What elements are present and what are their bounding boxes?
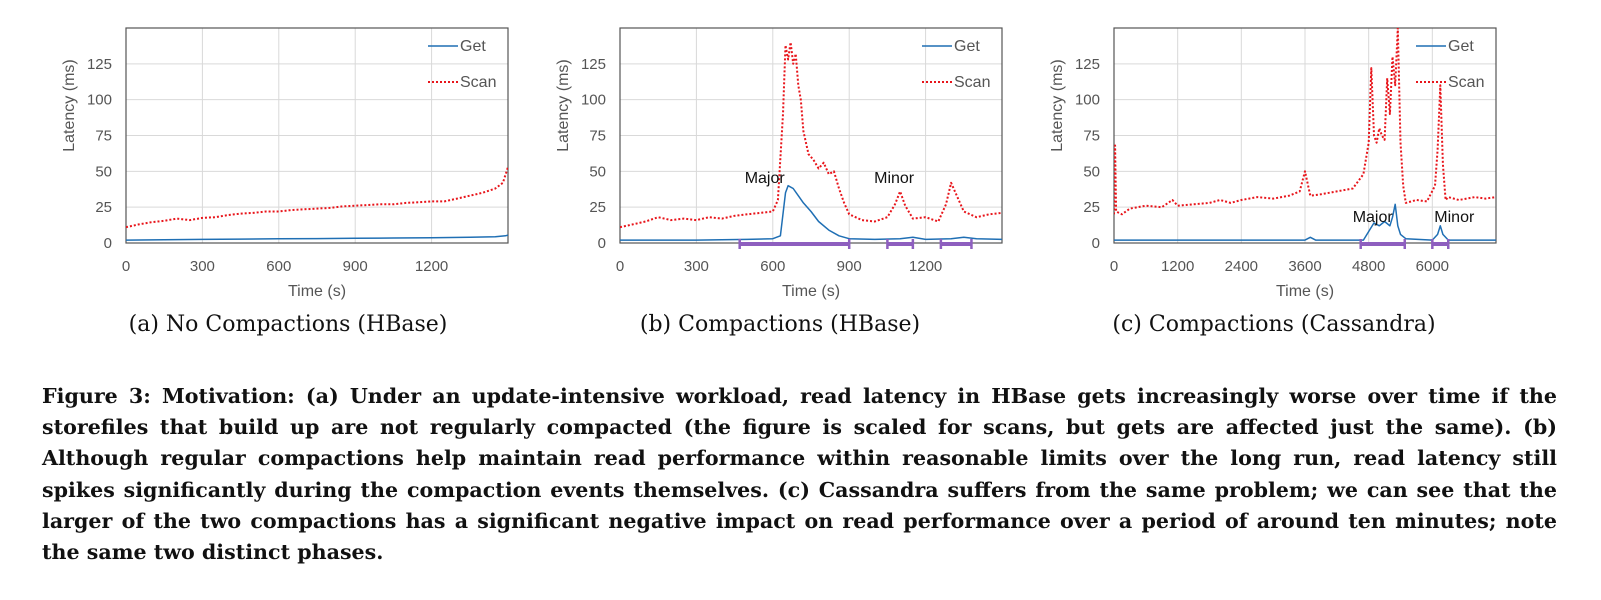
legend-label-scan: Scan: [1448, 74, 1484, 91]
y-tick-label: 50: [589, 163, 606, 180]
x-tick-label: 0: [616, 258, 624, 275]
annotation-minor: Minor: [1434, 209, 1475, 226]
y-tick-label: 25: [1083, 199, 1100, 216]
y-tick-label: 25: [589, 199, 606, 216]
series-line-get: [126, 234, 508, 241]
y-tick-label: 0: [1092, 235, 1100, 252]
plot-frame: [125, 27, 509, 244]
x-axis-label: Time (s): [782, 283, 840, 300]
x-tick-label: 600: [760, 258, 785, 275]
chart-svg-a: 0 25 50 75 100 125 0 300 600 900 1200 Time (s) Laten…: [61, 27, 509, 300]
x-tick-label: 4800: [1352, 258, 1385, 275]
series-line-scan: [620, 41, 1002, 229]
y-axis-label: Latency (ms): [61, 59, 78, 151]
y-axis-label: Latency (ms): [1049, 59, 1066, 151]
annotation-major: Major: [1353, 209, 1394, 226]
x-axis-label: Time (s): [1276, 283, 1334, 300]
legend-label-scan: Scan: [460, 74, 496, 91]
y-tick-label: 0: [104, 235, 112, 252]
series-line-get: [620, 184, 1002, 241]
y-tick-label: 125: [581, 56, 606, 73]
y-tick-label: 100: [87, 92, 112, 109]
y-tick-label: 125: [87, 56, 112, 73]
x-tick-label: 0: [122, 258, 130, 275]
y-tick-label: 50: [1083, 163, 1100, 180]
y-tick-label: 75: [589, 128, 606, 145]
x-tick-label: 3600: [1288, 258, 1321, 275]
y-tick-label: 25: [95, 199, 112, 216]
chart-svg-c: 0 25 50 75 100 125 0 1200 2400 3600 4800 6000 Time (…: [1049, 27, 1497, 300]
y-tick-label: 75: [1083, 128, 1100, 145]
y-tick-label: 0: [598, 235, 606, 252]
subcaption-b: (b) Compactions (HBase): [639, 312, 921, 337]
annotation-major: Major: [745, 170, 786, 187]
y-tick-label: 75: [95, 128, 112, 145]
x-tick-label: 1200: [415, 258, 448, 275]
y-tick-label: 50: [95, 163, 112, 180]
subcaption-c: (c) Compactions (Cassandra): [1112, 312, 1436, 337]
y-axis-label: Latency (ms): [555, 59, 572, 151]
y-tick-label: 100: [581, 92, 606, 109]
chart-svg-b: 0 25 50 75 100 125 0 300 600 900 1200 Time (s) Laten…: [555, 27, 1003, 300]
series-line-get: [1114, 203, 1496, 241]
chart-panel-a: 0 25 50 75 100 125 0 300 600 900 1200 Time (s) Laten…: [58, 18, 558, 318]
x-tick-label: 900: [837, 258, 862, 275]
y-tick-label: 125: [1075, 56, 1100, 73]
legend-label-get: Get: [1448, 38, 1474, 55]
figure-caption: Figure 3: Motivation: (a) Under an updat…: [42, 384, 1557, 565]
legend-label-get: Get: [954, 38, 980, 55]
series-line-scan: [1114, 28, 1496, 216]
legend-label-scan: Scan: [954, 74, 990, 91]
x-tick-label: 2400: [1225, 258, 1258, 275]
x-tick-label: 900: [343, 258, 368, 275]
legend-label-get: Get: [460, 38, 486, 55]
plot-frame: [1113, 27, 1497, 244]
x-tick-label: 6000: [1416, 258, 1449, 275]
subcaption-a: (a) No Compactions (HBase): [128, 312, 448, 337]
x-tick-label: 0: [1110, 258, 1118, 275]
x-tick-label: 1200: [909, 258, 942, 275]
y-tick-label: 100: [1075, 92, 1100, 109]
chart-panel-c: 0 25 50 75 100 125 0 1200 2400 3600 4800 6000 Time (…: [1046, 18, 1546, 318]
x-tick-label: 600: [266, 258, 291, 275]
x-tick-label: 1200: [1161, 258, 1194, 275]
annotation-minor: Minor: [874, 170, 915, 187]
series-line-scan: [126, 166, 508, 229]
x-tick-label: 300: [684, 258, 709, 275]
x-axis-label: Time (s): [288, 283, 346, 300]
chart-panel-b: 0 25 50 75 100 125 0 300 600 900 1200 Time (s) Laten…: [552, 18, 1052, 318]
x-tick-label: 300: [190, 258, 215, 275]
